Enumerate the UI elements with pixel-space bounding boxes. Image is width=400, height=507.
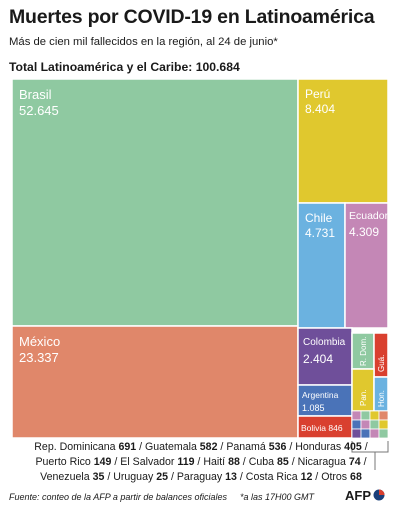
legend-country-name: Nicaragua — [297, 456, 349, 468]
legend-separator: / — [136, 441, 146, 453]
tile-label-peru: Perú — [305, 87, 330, 101]
tile-label-chile: Chile — [305, 211, 333, 225]
page-subtitle: Más de cien mil fallecidos en la región,… — [9, 36, 278, 48]
afp-logo-mark-icon — [373, 489, 385, 501]
legend-separator: / — [286, 441, 296, 453]
small-countries-legend: Rep. Dominicana 691 / Guatemala 582 / Pa… — [26, 440, 376, 485]
page-title: Muertes por COVID-19 en Latinoamérica — [9, 6, 375, 28]
tile-value-chile: 4.731 — [305, 226, 335, 240]
legend-separator: / — [360, 456, 367, 468]
legend-country-value: 85 — [276, 456, 289, 468]
tile-value-colombia: 2.404 — [303, 352, 333, 366]
tile-value-mexico: 23.337 — [19, 350, 59, 365]
tile-other-country — [378, 410, 389, 421]
tile-label-guatemala: Guá. — [377, 355, 386, 372]
legend-country-value: 13 — [225, 471, 237, 483]
tile-label-rep-dominicana: R. Dom. — [359, 337, 368, 366]
legend-separator: / — [194, 456, 204, 468]
legend-country-value: 88 — [228, 456, 240, 468]
tile-argentina — [297, 384, 353, 417]
legend-country-name: Uruguay — [113, 471, 157, 483]
legend-country-value: 536 — [268, 441, 287, 453]
legend-separator: / — [239, 456, 249, 468]
tile-label-honduras: Hon. — [377, 390, 386, 407]
tile-other-country — [378, 419, 389, 430]
legend-country-name: Cuba — [248, 456, 277, 468]
legend-country-name: Venezuela — [40, 471, 93, 483]
legend-country-value: 119 — [177, 456, 195, 468]
tile-other-country — [351, 419, 362, 430]
legend-country-name: Guatemala — [145, 441, 200, 453]
legend-country-name: Otros — [321, 471, 351, 483]
legend-separator: / — [361, 441, 368, 453]
tile-other-country — [351, 428, 362, 439]
legend-country-name: El Salvador — [120, 456, 178, 468]
tile-label-bolivia: Bolivia 846 — [301, 423, 343, 433]
tile-value-peru: 8.404 — [305, 102, 335, 116]
legend-separator: / — [104, 471, 114, 483]
tile-label-panama: Pan. — [359, 390, 368, 406]
legend-country-value: 12 — [300, 471, 313, 483]
legend-country-name: Costa Rica — [245, 471, 301, 483]
legend-separator: / — [217, 441, 227, 453]
tile-other-country — [369, 428, 380, 439]
tile-label-ecuador: Ecuador — [349, 210, 389, 222]
legend-country-name: Panamá — [226, 441, 269, 453]
legend-country-value: 405 — [344, 441, 362, 453]
legend-separator: / — [168, 471, 177, 483]
tile-value-brasil: 52.645 — [19, 103, 59, 118]
legend-bracket — [351, 441, 389, 470]
legend-country-name: Honduras — [295, 441, 345, 453]
tile-value-argentina: 1.085 — [302, 403, 325, 413]
legend-country-name: Paraguay — [176, 471, 226, 483]
tile-mexico — [11, 325, 299, 439]
source-note: Fuente: conteo de la AFP a partir de bal… — [9, 492, 227, 502]
legend-line: Venezuela 35 / Uruguay 25 / Paraguay 13 … — [26, 470, 376, 485]
tile-other-country — [360, 419, 371, 430]
afp-logo: AFP — [345, 488, 385, 503]
tile-label-brasil: Brasil — [19, 87, 52, 102]
legend-separator: / — [111, 456, 121, 468]
tile-peru — [297, 78, 389, 204]
tile-other-country — [369, 410, 380, 421]
legend-country-value: 25 — [156, 471, 169, 483]
legend-line: Puerto Rico 149 / El Salvador 119 / Hait… — [26, 455, 376, 470]
legend-country-name: Rep. Dominicana — [34, 441, 119, 453]
tile-other-country — [369, 419, 380, 430]
tile-label-colombia: Colombia — [303, 337, 346, 348]
afp-logo-text: AFP — [345, 488, 371, 503]
legend-country-value: 691 — [118, 441, 137, 453]
tile-other-country — [378, 428, 389, 439]
tile-ecuador — [344, 202, 389, 329]
legend-country-name: Puerto Rico — [35, 456, 94, 468]
tile-other-country — [360, 410, 371, 421]
legend-country-value: 582 — [199, 441, 218, 453]
legend-country-value: 74 — [348, 456, 361, 468]
tile-label-argentina: Argentina — [302, 390, 339, 400]
total-label: Total Latinoamérica y el Caribe: 100.684 — [9, 60, 240, 74]
tile-brasil — [11, 78, 299, 327]
legend-separator: / — [288, 456, 298, 468]
legend-country-value: 35 — [92, 471, 105, 483]
tile-label-mexico: México — [19, 334, 60, 349]
legend-country-name: Haití — [203, 456, 229, 468]
legend-separator: / — [312, 471, 322, 483]
tile-value-ecuador: 4.309 — [349, 225, 379, 239]
legend-line: Rep. Dominicana 691 / Guatemala 582 / Pa… — [26, 440, 376, 455]
legend-country-value: 149 — [93, 456, 112, 468]
legend-country-value: 68 — [350, 471, 362, 483]
legend-separator: / — [236, 471, 246, 483]
time-note: *a las 17H00 GMT — [240, 492, 315, 502]
tile-other-country — [360, 428, 371, 439]
tile-other-country — [351, 410, 362, 421]
